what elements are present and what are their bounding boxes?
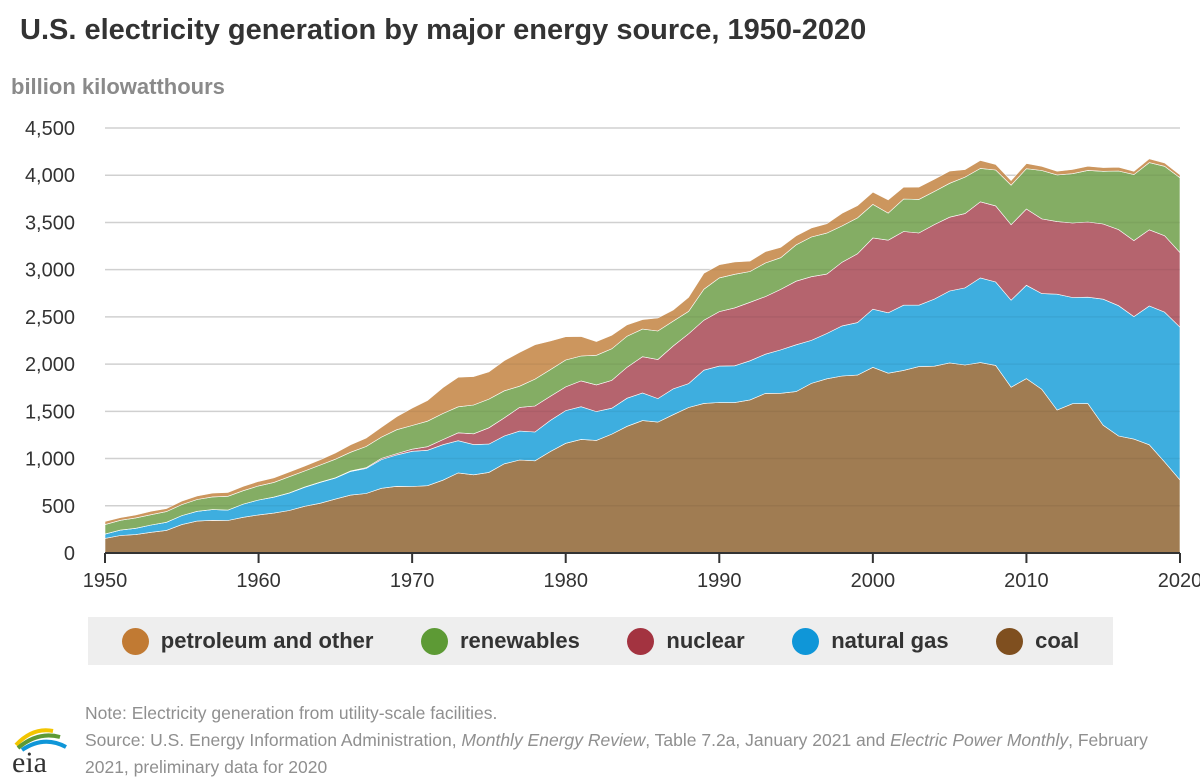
source-title: Monthly Energy Review [461, 730, 646, 750]
eia-logo: eia [12, 728, 67, 775]
x-tick-label: 1970 [390, 570, 435, 592]
legend-label: natural gas [831, 628, 949, 653]
svg-text:eia: eia [12, 746, 47, 775]
legend-swatch [627, 627, 655, 655]
x-tick-label: 1950 [83, 570, 128, 592]
x-tick-label: 1960 [236, 570, 281, 592]
stacked-area-chart: 0 500 1,000 1,500 2,000 2,500 3,000 3,500 4,000 4… [25, 118, 1200, 592]
y-tick-label: 1,000 [25, 449, 75, 471]
x-tick-label: 2000 [851, 570, 896, 592]
legend-item-renewables[interactable]: renewables [421, 627, 580, 655]
y-tick-label: 1,500 [25, 401, 75, 423]
source-text: Source: U.S. Energy Information Administ… [85, 730, 462, 750]
x-tick-label: 2020 [1158, 570, 1200, 592]
legend-item-petroleum[interactable]: petroleum and other [121, 627, 374, 655]
legend-label: renewables [460, 628, 580, 653]
y-tick-label: 4,500 [25, 118, 75, 140]
legend-swatch [996, 627, 1024, 655]
chart-title: U.S. electricity generation by major ene… [20, 14, 867, 46]
legend-item-nuclear[interactable]: nuclear [627, 627, 745, 655]
source-text: , February 2021, preliminary data for 20… [85, 730, 1148, 777]
x-tick-label: 1990 [697, 570, 742, 592]
y-tick-label: 3,500 [25, 212, 75, 234]
legend: petroleum and other renewables nuclear n… [88, 617, 1113, 665]
y-tick-label: 0 [64, 543, 75, 565]
y-axis-label: billion kilowatthours [11, 74, 225, 99]
legend-swatch [792, 627, 820, 655]
legend-swatch [121, 627, 149, 655]
legend-swatch [421, 627, 448, 655]
x-tick-label: 1980 [543, 570, 588, 592]
y-tick-label: 4,000 [25, 165, 75, 187]
legend-label: nuclear [666, 628, 745, 653]
y-tick-label: 2,500 [25, 307, 75, 329]
y-tick-label: 500 [42, 496, 75, 518]
y-tick-label: 3,000 [25, 260, 75, 282]
legend-label: coal [1035, 628, 1080, 653]
area-petroleum-and-other [104, 158, 1181, 525]
x-tick-label: 2010 [1004, 570, 1049, 592]
source-text: , Table 7.2a, January 2021 and [645, 730, 891, 750]
y-tick-label: 2,000 [25, 354, 75, 376]
note: Note: Electricity generation from utilit… [85, 703, 498, 723]
legend-label: petroleum and other [160, 628, 374, 653]
footnotes: Note: Electricity generation from utilit… [85, 700, 1165, 781]
source: Source: U.S. Energy Information Administ… [85, 727, 1165, 781]
legend-item-coal[interactable]: coal [996, 627, 1080, 655]
legend-item-natural-gas[interactable]: natural gas [792, 627, 949, 655]
source-title: Electric Power Monthly [890, 730, 1069, 750]
